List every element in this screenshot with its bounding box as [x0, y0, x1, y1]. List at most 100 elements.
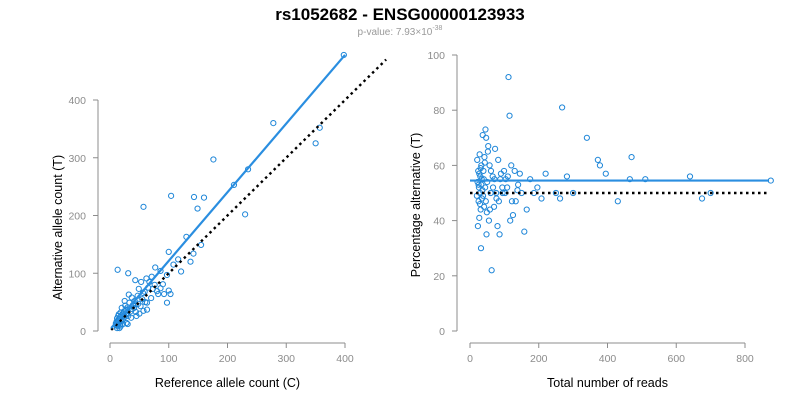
data-point	[125, 291, 132, 298]
data-point	[495, 198, 502, 205]
x-tick-label: 600	[667, 353, 685, 365]
data-point	[478, 162, 485, 169]
y-axis-label: Alternative allele count (T)	[51, 155, 65, 300]
data-point	[496, 231, 503, 238]
data-point	[483, 134, 490, 141]
data-point	[508, 162, 515, 169]
data-point	[133, 312, 140, 320]
data-point	[479, 131, 486, 139]
data-point	[194, 205, 201, 212]
data-point	[140, 203, 147, 210]
subtitle-pvalue-exponent: -38	[432, 25, 442, 32]
data-point	[190, 193, 198, 201]
y-tick-label: 60	[433, 160, 445, 172]
y-tick-label: 400	[68, 95, 86, 107]
data-point	[143, 306, 151, 313]
data-point	[497, 176, 504, 183]
data-point	[157, 285, 164, 292]
data-point	[148, 294, 155, 302]
data-point	[614, 198, 621, 205]
y-tick-label: 100	[68, 268, 86, 280]
y-tick-label: 0	[439, 326, 445, 338]
data-point	[132, 277, 139, 284]
figure-subtitle: p-value: 7.93×10-38	[358, 25, 443, 38]
data-point	[511, 167, 518, 175]
data-point	[514, 187, 521, 194]
subtitle-pvalue: p-value: 7.93×10	[358, 27, 433, 38]
x-tick-label: 300	[277, 353, 295, 365]
data-point	[552, 189, 560, 197]
data-point	[475, 181, 482, 188]
data-point	[177, 268, 185, 275]
data-point	[626, 176, 633, 183]
data-point	[486, 162, 493, 169]
data-point	[187, 258, 194, 265]
data-point	[152, 264, 159, 271]
allele-count-scatter-plot: 0 100 200 300 400 0 100 200 300 400 Reference alle…	[51, 51, 387, 390]
x-axis-label: Total number of reads	[547, 376, 668, 390]
data-point	[542, 170, 549, 177]
data-point	[504, 173, 511, 180]
data-point	[642, 176, 649, 183]
data-point	[527, 176, 534, 183]
data-point	[486, 206, 494, 213]
data-point	[481, 159, 488, 166]
data-point	[491, 145, 499, 152]
data-point	[583, 134, 590, 141]
data-point	[190, 250, 197, 257]
data-point	[165, 287, 172, 294]
data-point	[507, 217, 514, 224]
data-point	[175, 256, 182, 263]
data-point	[594, 156, 601, 163]
data-point	[477, 206, 484, 213]
data-point	[118, 304, 125, 311]
data-point	[128, 314, 135, 321]
x-tick-label: 100	[160, 353, 178, 365]
data-point	[312, 140, 319, 147]
data-point	[481, 154, 488, 161]
data-point	[570, 189, 577, 197]
data-point	[476, 214, 483, 221]
data-point	[499, 184, 506, 191]
data-point	[686, 173, 694, 180]
data-point	[485, 217, 493, 224]
data-point	[483, 231, 490, 238]
data-point	[508, 198, 516, 205]
data-point	[521, 228, 528, 235]
data-point	[489, 184, 497, 191]
data-point	[534, 184, 541, 191]
data-point	[474, 156, 481, 163]
data-point	[556, 195, 564, 202]
data-point	[114, 266, 121, 273]
data-point	[477, 165, 484, 172]
data-point	[596, 162, 604, 169]
data-point	[506, 112, 513, 119]
figure-title: rs1052682 - ENSG00000123933	[275, 5, 525, 24]
data-point	[523, 206, 530, 213]
percentage-alternative-scatter-plot: 0 200 400 600 800 0 20 40 60 80 100 Total number of…	[409, 50, 774, 390]
data-point	[488, 267, 495, 274]
data-point	[698, 195, 706, 202]
null-expectation-line	[110, 58, 387, 331]
data-point	[505, 73, 512, 81]
data-point	[155, 290, 162, 298]
y-tick-label: 0	[80, 326, 86, 338]
data-point	[270, 120, 277, 127]
y-tick-label: 20	[433, 271, 445, 283]
data-point	[491, 176, 498, 183]
data-point	[168, 192, 175, 199]
data-point	[509, 211, 517, 219]
y-axis-label: Percentage alternative (T)	[409, 133, 423, 278]
y-tick-label: 300	[68, 153, 86, 165]
y-tick-label: 200	[68, 211, 86, 223]
data-point	[538, 195, 545, 202]
data-point	[163, 271, 171, 279]
data-point	[495, 156, 502, 163]
data-point	[515, 181, 522, 188]
data-marks	[110, 51, 387, 332]
data-point	[124, 320, 131, 328]
data-point	[143, 275, 150, 282]
data-point	[200, 194, 208, 201]
fitted-line	[110, 54, 346, 329]
